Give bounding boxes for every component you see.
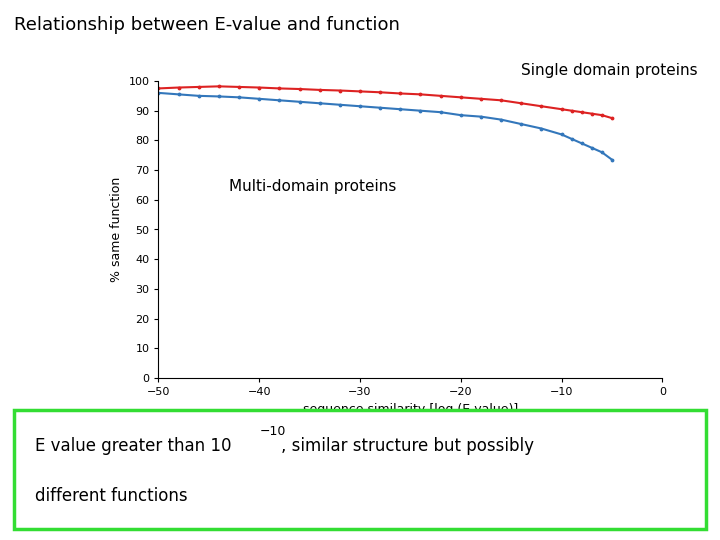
Text: Multi-domain proteins: Multi-domain proteins xyxy=(229,179,396,194)
FancyBboxPatch shape xyxy=(14,410,706,529)
Text: Single domain proteins: Single domain proteins xyxy=(521,63,698,78)
Text: , similar structure but possibly: , similar structure but possibly xyxy=(281,437,534,455)
Text: Relationship between E-value and function: Relationship between E-value and functio… xyxy=(14,16,400,34)
Text: different functions: different functions xyxy=(35,487,188,505)
Text: −10: −10 xyxy=(260,426,286,438)
Y-axis label: % same function: % same function xyxy=(110,177,123,282)
X-axis label: sequence similarity [log (E-value)]: sequence similarity [log (E-value)] xyxy=(303,403,518,416)
Text: E value greater than 10: E value greater than 10 xyxy=(35,437,232,455)
